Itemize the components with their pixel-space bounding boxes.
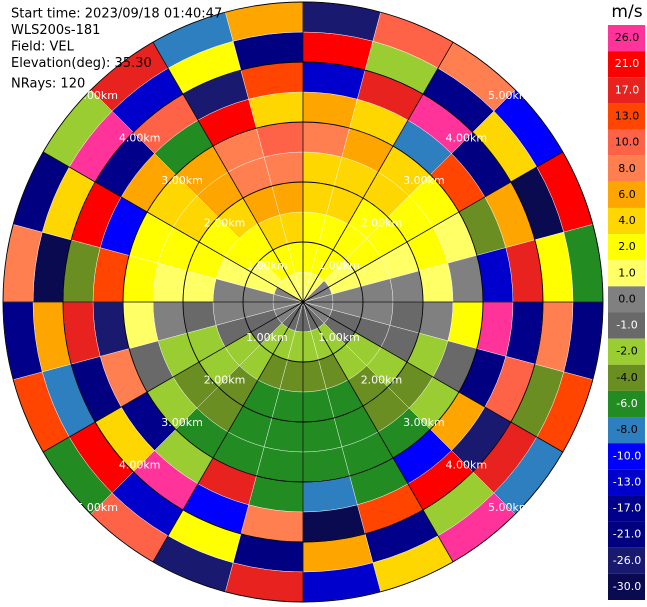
ppi-plot — [2, 1, 604, 603]
colorbar-block — [608, 25, 645, 52]
spoke — [152, 41, 304, 303]
spoke — [302, 41, 454, 303]
overlay: 1.00km 1.00km 1.00km 1.00km 2.00km 2.00km 2.00… — [2, 1, 604, 603]
colorbar-block — [608, 286, 645, 313]
velocity-cell — [447, 301, 484, 349]
colorbar-label: -6.0 — [616, 397, 637, 410]
colorbar-title: m/s — [611, 2, 642, 22]
colorbar-block — [608, 521, 645, 548]
ring-label: 1.00km — [318, 331, 360, 344]
colorbar-block — [608, 103, 645, 130]
ring-label: 2.00km — [361, 217, 403, 230]
spoke — [302, 301, 454, 563]
ring-label: 2.00km — [361, 373, 403, 386]
colorbar-label: -26.0 — [613, 554, 641, 567]
info-line: Field: VEL — [11, 40, 75, 55]
ring-label: 5.00km — [76, 501, 118, 514]
ring-label: 5.00km — [76, 89, 118, 102]
colorbar-block — [608, 312, 645, 339]
ring-label: 3.00km — [403, 174, 445, 187]
spoke — [42, 151, 304, 303]
colorbar-block — [608, 234, 645, 261]
colorbar-label: 13.0 — [615, 109, 640, 122]
colorbar-label: -17.0 — [613, 502, 641, 515]
colorbar-label: -10.0 — [613, 449, 641, 462]
colorbar-label: -30.0 — [613, 580, 641, 593]
colorbar: m/s 26.0 21.0 17.0 13.0 10.0 8.0 6.0 4.0 2.0 1.0 0… — [608, 2, 645, 600]
ring-label: 3.00km — [403, 416, 445, 429]
colorbar-block — [608, 547, 645, 574]
ring-label: 4.00km — [119, 132, 161, 145]
spoke — [302, 151, 564, 303]
colorbar-label: -1.0 — [616, 319, 637, 332]
ring-label: 2.00km — [204, 373, 246, 386]
ring-label: 5.00km — [488, 89, 530, 102]
range-ring — [242, 241, 364, 363]
ring-label: 3.00km — [161, 174, 203, 187]
colorbar-block — [608, 155, 645, 182]
colorbar-block — [608, 364, 645, 391]
colorbar-label: 0.0 — [618, 292, 636, 305]
colorbar-label: 2.0 — [618, 240, 636, 253]
colorbar-block — [608, 207, 645, 235]
colorbar-block — [608, 260, 645, 287]
ring-label: 5.00km — [488, 501, 530, 514]
ring-label: 1.00km — [318, 259, 360, 272]
colorbar-block — [608, 181, 645, 208]
colorbar-label: 4.0 — [618, 214, 636, 227]
velocity-cell — [256, 121, 304, 158]
colorbar-label: 1.0 — [618, 266, 636, 279]
info-line: WLS200s-181 — [11, 23, 100, 38]
colorbar-block — [608, 338, 645, 365]
colorbar-label: 17.0 — [615, 83, 640, 96]
range-ring — [182, 181, 424, 423]
colorbar-label: 26.0 — [615, 31, 640, 44]
ring-label: 4.00km — [119, 458, 161, 471]
colorbar-block — [608, 443, 645, 470]
velocity-cell — [256, 446, 304, 483]
velocity-cell — [302, 446, 350, 483]
colorbar-block — [608, 390, 645, 418]
info-line: Elevation(deg): 35.30 — [11, 56, 152, 71]
colorbar-label: 6.0 — [618, 188, 636, 201]
range-ring — [122, 121, 484, 483]
colorbar-block — [608, 77, 645, 104]
range-ring — [2, 1, 604, 603]
ring-label: 4.00km — [446, 132, 488, 145]
colorbar-label: -21.0 — [613, 528, 641, 541]
velocity-cell — [447, 255, 484, 303]
colorbar-block — [608, 469, 645, 496]
range-ring — [62, 61, 544, 543]
info-line: Start time: 2023/09/18 01:40:47 — [11, 7, 222, 22]
colorbar-label: -13.0 — [613, 475, 641, 488]
colorbar-block — [608, 495, 645, 522]
ring-label: 1.00km — [246, 331, 288, 344]
spoke — [152, 301, 304, 563]
velocity-cell — [122, 255, 159, 303]
ring-label: 1.00km — [246, 259, 288, 272]
velocity-cell — [122, 301, 159, 349]
spoke — [302, 301, 564, 453]
ring-label: 3.00km — [161, 416, 203, 429]
colorbar-label: -8.0 — [616, 423, 637, 436]
velocity-cell — [302, 121, 350, 158]
colorbar-block — [608, 51, 645, 78]
ring-label: 2.00km — [204, 217, 246, 230]
colorbar-block — [608, 129, 645, 156]
colorbar-label: -4.0 — [616, 371, 637, 384]
colorbar-label: 10.0 — [615, 136, 640, 149]
spoke — [42, 301, 304, 453]
colorbar-label: -2.0 — [616, 345, 637, 358]
info-line: NRays: 120 — [11, 77, 85, 92]
colorbar-block — [608, 573, 645, 600]
colorbar-block — [608, 417, 645, 444]
colorbar-label: 21.0 — [615, 57, 640, 70]
colorbar-label: 8.0 — [618, 162, 636, 175]
info-block: Start time: 2023/09/18 01:40:47WLS200s-1… — [11, 7, 222, 92]
ring-label: 4.00km — [446, 458, 488, 471]
